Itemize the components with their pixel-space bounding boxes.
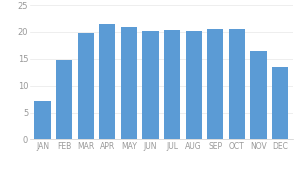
Bar — [186, 31, 202, 139]
Bar — [272, 67, 288, 139]
Bar — [121, 27, 137, 139]
Bar — [34, 101, 51, 139]
Bar — [78, 33, 94, 139]
Bar — [229, 29, 245, 139]
Bar — [56, 60, 72, 139]
Bar — [142, 31, 159, 139]
Bar — [164, 30, 180, 139]
Bar — [250, 51, 267, 139]
Bar — [207, 29, 223, 139]
Bar — [99, 24, 115, 139]
